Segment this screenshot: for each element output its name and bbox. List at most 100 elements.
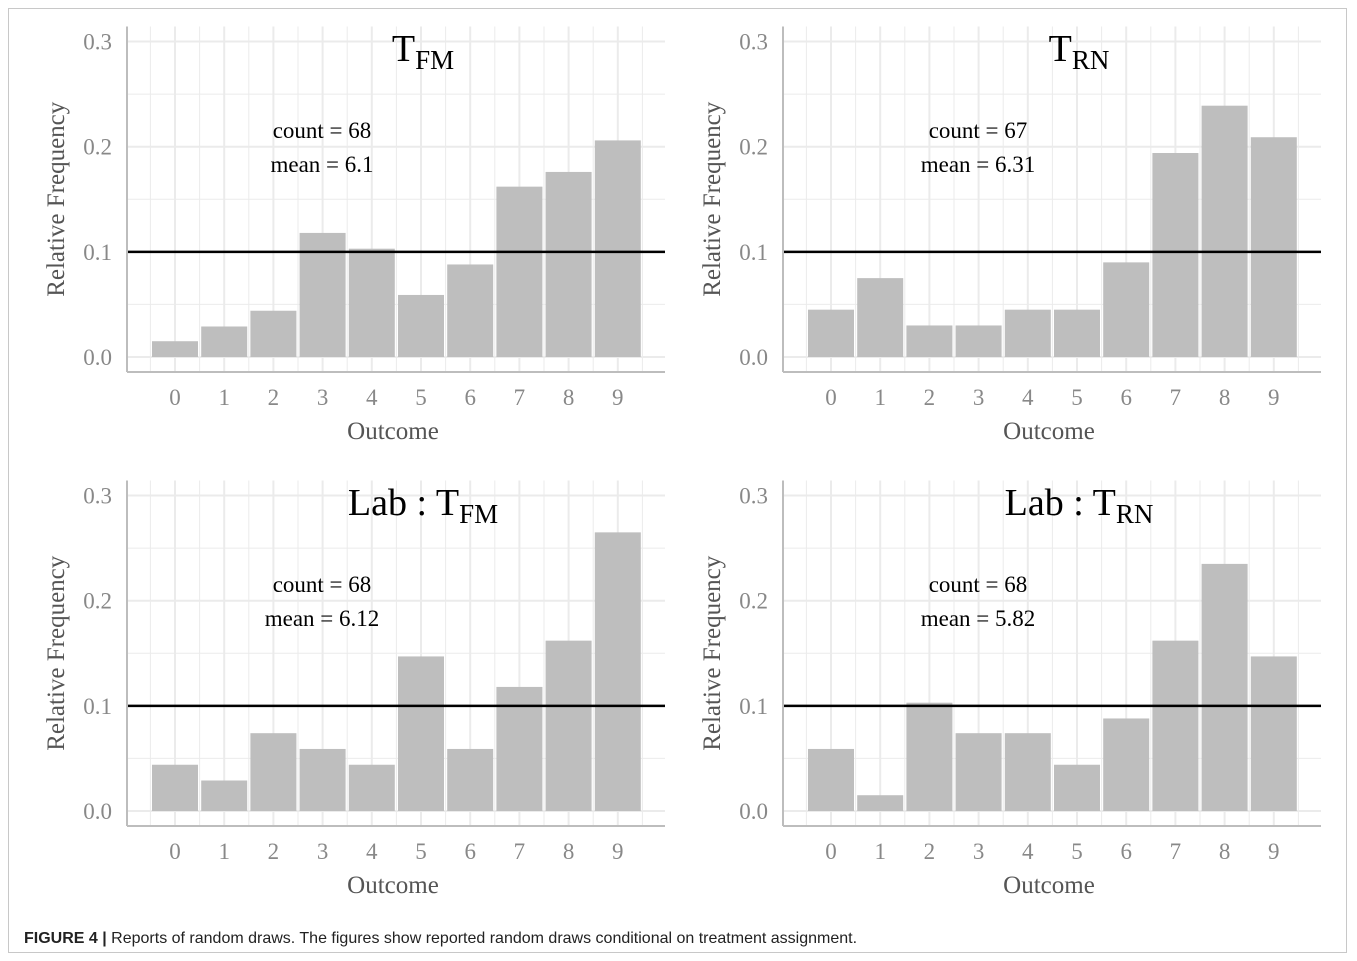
x-tick-label: 8 bbox=[1219, 839, 1231, 864]
x-tick-label: 4 bbox=[366, 385, 378, 410]
x-tick-label: 8 bbox=[563, 385, 575, 410]
bar-outcome-2 bbox=[906, 702, 953, 811]
bar-outcome-1 bbox=[201, 326, 248, 357]
chart-panel-3: 0.0 0.1 0.2 0.3 0 1 2 3 4 5 6 7 8 9 Outcome Relative Fr… bbox=[43, 480, 665, 899]
y-axis-title: Relative Frequency bbox=[43, 555, 70, 751]
annotation-mean: mean = 5.82 bbox=[921, 606, 1036, 631]
x-tick-label: 3 bbox=[317, 385, 329, 410]
annotation-count: count = 67 bbox=[929, 118, 1028, 143]
bar-outcome-8 bbox=[545, 640, 592, 811]
x-tick-label: 1 bbox=[218, 839, 230, 864]
x-tick-label: 6 bbox=[464, 839, 476, 864]
x-tick-label: 0 bbox=[169, 385, 181, 410]
y-axis-title: Relative Frequency bbox=[43, 101, 70, 297]
y-tick-label: 0.0 bbox=[83, 345, 112, 370]
panel-title-subscript: FM bbox=[459, 499, 498, 529]
y-tick-label: 0.3 bbox=[739, 30, 768, 55]
bar-outcome-6 bbox=[447, 264, 494, 357]
x-tick-label: 2 bbox=[268, 385, 280, 410]
annotation-mean: mean = 6.12 bbox=[265, 606, 380, 631]
x-tick-label: 7 bbox=[514, 839, 526, 864]
bar-outcome-1 bbox=[857, 795, 904, 811]
figure-caption: FIGURE 4 | Reports of random draws. The … bbox=[24, 930, 857, 948]
x-tick-label: 2 bbox=[924, 385, 936, 410]
y-tick-label: 0.1 bbox=[739, 694, 768, 719]
x-tick-label: 1 bbox=[218, 385, 230, 410]
x-tick-label: 1 bbox=[874, 385, 886, 410]
figure-panels: 0.0 0.1 0.2 0.3 0 1 2 3 4 5 6 7 8 9 Outcome Relative Fr… bbox=[43, 26, 1321, 899]
x-tick-label: 6 bbox=[1120, 839, 1132, 864]
bar-outcome-4 bbox=[1004, 309, 1051, 357]
caption-label: FIGURE 4 | bbox=[24, 930, 107, 947]
x-tick-label: 9 bbox=[612, 385, 624, 410]
x-axis-title: Outcome bbox=[347, 418, 439, 445]
x-tick-label: 9 bbox=[1268, 839, 1280, 864]
bar-outcome-0 bbox=[808, 748, 854, 811]
bar-outcome-0 bbox=[152, 764, 198, 811]
bar-outcome-7 bbox=[1152, 640, 1199, 811]
x-tick-label: 5 bbox=[415, 385, 427, 410]
panel-title-main: Lab : T bbox=[1005, 482, 1116, 524]
bar-outcome-6 bbox=[1103, 718, 1150, 811]
y-tick-label: 0.0 bbox=[739, 799, 768, 824]
annotation-count: count = 68 bbox=[273, 118, 372, 143]
x-tick-label: 8 bbox=[563, 839, 575, 864]
caption-text: Reports of random draws. The figures sho… bbox=[111, 930, 858, 947]
y-axis-title: Relative Frequency bbox=[699, 555, 726, 751]
panel-title-subscript: RN bbox=[1116, 499, 1154, 529]
bar-outcome-9 bbox=[1250, 137, 1297, 357]
panel-title-main: T bbox=[392, 28, 415, 70]
panel-title: TFM bbox=[392, 28, 454, 75]
panel-title: Lab : TRN bbox=[1005, 482, 1154, 529]
x-tick-label: 1 bbox=[874, 839, 886, 864]
bar-outcome-7 bbox=[496, 686, 543, 811]
annotation-count: count = 68 bbox=[929, 572, 1028, 597]
x-tick-label: 5 bbox=[1071, 839, 1083, 864]
y-tick-label: 0.2 bbox=[83, 589, 112, 614]
y-tick-label: 0.0 bbox=[83, 799, 112, 824]
bar-outcome-4 bbox=[348, 248, 395, 357]
x-tick-label: 2 bbox=[268, 839, 280, 864]
x-tick-label: 4 bbox=[1022, 839, 1034, 864]
bar-outcome-3 bbox=[299, 232, 346, 357]
bar-outcome-6 bbox=[447, 748, 494, 811]
bar-outcome-4 bbox=[348, 764, 395, 811]
x-tick-label: 4 bbox=[1022, 385, 1034, 410]
x-tick-label: 9 bbox=[1268, 385, 1280, 410]
bar-outcome-2 bbox=[906, 325, 953, 357]
y-tick-label: 0.1 bbox=[83, 694, 112, 719]
y-axis-title: Relative Frequency bbox=[699, 101, 726, 297]
x-axis-title: Outcome bbox=[1003, 418, 1095, 445]
x-tick-label: 0 bbox=[169, 839, 181, 864]
bar-outcome-8 bbox=[1201, 105, 1248, 357]
bar-outcome-3 bbox=[955, 733, 1002, 811]
bar-outcome-5 bbox=[1054, 764, 1100, 811]
bar-outcome-8 bbox=[1201, 563, 1248, 811]
x-tick-label: 2 bbox=[924, 839, 936, 864]
annotation-mean: mean = 6.1 bbox=[270, 152, 373, 177]
panel-title: Lab : TFM bbox=[348, 482, 498, 529]
bar-outcome-7 bbox=[496, 186, 543, 357]
x-tick-label: 7 bbox=[514, 385, 526, 410]
y-tick-label: 0.1 bbox=[83, 240, 112, 265]
panel-title-subscript: RN bbox=[1072, 45, 1110, 75]
panel-title: TRN bbox=[1049, 28, 1110, 75]
x-tick-label: 5 bbox=[1071, 385, 1083, 410]
bar-outcome-0 bbox=[152, 341, 198, 357]
x-axis-title: Outcome bbox=[347, 872, 439, 899]
bar-outcome-6 bbox=[1103, 262, 1150, 357]
x-tick-label: 0 bbox=[825, 385, 837, 410]
y-tick-label: 0.3 bbox=[739, 484, 768, 509]
bar-outcome-7 bbox=[1152, 153, 1199, 357]
panel-title-main: T bbox=[1049, 28, 1072, 70]
x-tick-label: 4 bbox=[366, 839, 378, 864]
x-tick-label: 8 bbox=[1219, 385, 1231, 410]
x-tick-label: 7 bbox=[1170, 385, 1182, 410]
bar-outcome-0 bbox=[808, 309, 854, 357]
bar-outcome-5 bbox=[398, 294, 444, 357]
bar-outcome-3 bbox=[299, 748, 346, 811]
bar-outcome-9 bbox=[1250, 656, 1297, 811]
bar-outcome-3 bbox=[955, 325, 1002, 357]
x-tick-label: 0 bbox=[825, 839, 837, 864]
figure-frame bbox=[8, 8, 1347, 953]
